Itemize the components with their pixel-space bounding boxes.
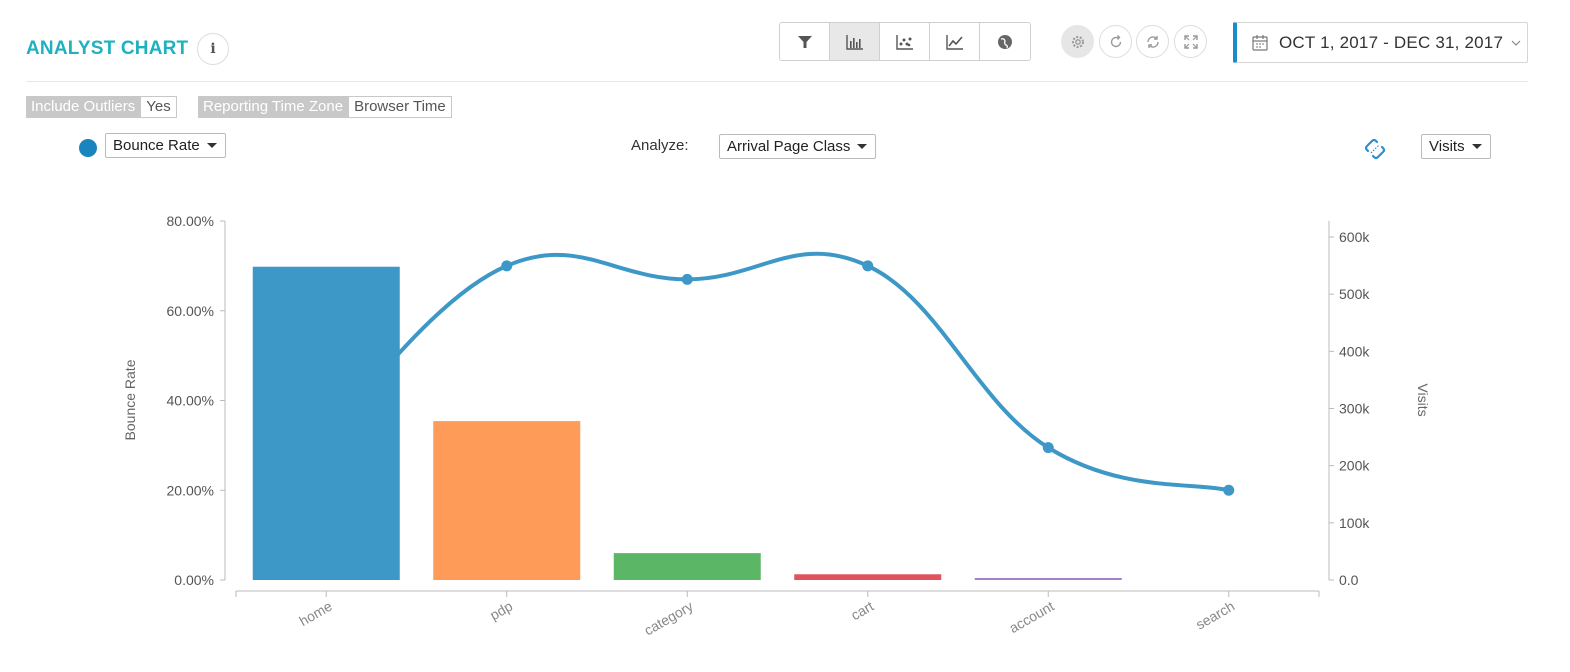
bar-pdp — [433, 421, 581, 580]
analyze-label: Analyze: — [631, 137, 689, 154]
filter-key: Reporting Time Zone — [198, 96, 349, 118]
metric-select[interactable]: Bounce Rate — [105, 133, 226, 158]
refresh-button[interactable] — [1099, 25, 1132, 58]
chart-type-toolbar — [779, 22, 1031, 61]
right-axis-tick-label: 500k — [1339, 286, 1370, 302]
x-tick-label-category: category — [641, 598, 696, 639]
page-title: ANALYST CHART — [26, 38, 189, 59]
bar-chart-icon — [845, 34, 863, 50]
line-point-account — [1042, 442, 1054, 454]
y-axis-title: Bounce Rate — [122, 359, 138, 440]
scatter-button[interactable] — [880, 23, 930, 60]
settings-button[interactable] — [1061, 25, 1094, 58]
secondary-select-value: Visits — [1429, 138, 1465, 155]
scatter-icon — [895, 34, 913, 50]
bar-account — [974, 578, 1122, 580]
expand-button[interactable] — [1174, 25, 1207, 58]
line-point-home — [320, 428, 332, 440]
analyze-select[interactable]: Arrival Page Class — [719, 134, 877, 159]
filter-key: Include Outliers — [26, 96, 141, 118]
metric-color-dot — [79, 139, 97, 157]
line-chart-icon — [945, 34, 963, 50]
left-axis-tick-label: 80.00% — [167, 213, 214, 229]
left-axis-tick-label: 40.00% — [167, 393, 214, 409]
chart-header: ANALYST CHART i OCT 1, 2017 - DEC 31, 20… — [0, 0, 1570, 82]
calendar-icon — [1252, 34, 1268, 51]
right-axis-tick-label: 600k — [1339, 229, 1370, 245]
line-point-cart — [862, 260, 874, 272]
gear-icon — [1071, 35, 1084, 48]
chevron-down-icon — [1511, 40, 1521, 46]
left-axis-tick-label: 20.00% — [167, 482, 214, 498]
bounce-rate-line — [324, 251, 1231, 493]
sync-icon — [1146, 35, 1159, 48]
caret-down-icon — [857, 144, 868, 149]
bar-chart-button[interactable] — [830, 23, 880, 60]
secondary-metric-select[interactable]: Visits — [1421, 134, 1491, 159]
right-axis-tick-label: 0.0 — [1339, 572, 1359, 588]
caret-down-icon — [1471, 144, 1482, 149]
funnel-icon — [797, 35, 812, 48]
info-button[interactable]: i — [197, 33, 229, 65]
right-axis-tick-label: 100k — [1339, 515, 1370, 531]
date-range-picker[interactable]: OCT 1, 2017 - DEC 31, 2017 — [1233, 22, 1528, 63]
bar-home — [252, 266, 400, 580]
filter-include-outliers[interactable]: Include Outliers Yes — [26, 96, 177, 118]
globe-button[interactable] — [980, 23, 1030, 60]
expand-icon — [1183, 34, 1198, 49]
left-axis-tick-label: 0.00% — [174, 572, 214, 588]
bar-cart — [794, 574, 942, 580]
date-range-text: OCT 1, 2017 - DEC 31, 2017 — [1279, 32, 1504, 52]
info-icon: i — [210, 41, 216, 57]
bar-category — [613, 553, 761, 580]
x-tick-label-cart: cart — [848, 598, 876, 624]
sync-button[interactable] — [1136, 25, 1169, 58]
right-axis-tick-label: 400k — [1339, 343, 1370, 359]
globe-icon — [998, 34, 1012, 49]
line-point-pdp — [501, 260, 513, 272]
header-divider — [26, 81, 1528, 82]
x-tick-label-home: home — [296, 598, 335, 629]
x-tick-label-pdp: pdp — [487, 598, 515, 624]
left-axis-tick-label: 60.00% — [167, 303, 214, 319]
filter-reporting-time-zone[interactable]: Reporting Time Zone Browser Time — [198, 96, 452, 118]
unlink-axes-button[interactable] — [1362, 136, 1388, 162]
caret-down-icon — [206, 143, 217, 148]
funnel-button[interactable] — [780, 23, 830, 60]
analyze-select-value: Arrival Page Class — [727, 138, 851, 155]
line-point-search — [1223, 484, 1235, 496]
refresh-icon — [1110, 34, 1121, 47]
right-axis-tick-label: 300k — [1339, 401, 1370, 417]
filter-value: Yes — [140, 96, 177, 118]
y2-axis-title: Visits — [1415, 383, 1431, 416]
filter-value: Browser Time — [348, 96, 452, 118]
line-point-category — [681, 273, 693, 285]
x-tick-label-search: search — [1193, 598, 1237, 633]
x-tick-label-account: account — [1006, 598, 1057, 636]
line-chart-button[interactable] — [930, 23, 980, 60]
metric-select-value: Bounce Rate — [113, 137, 200, 154]
right-axis-tick-label: 200k — [1339, 458, 1370, 474]
unlink-icon — [1364, 138, 1386, 160]
